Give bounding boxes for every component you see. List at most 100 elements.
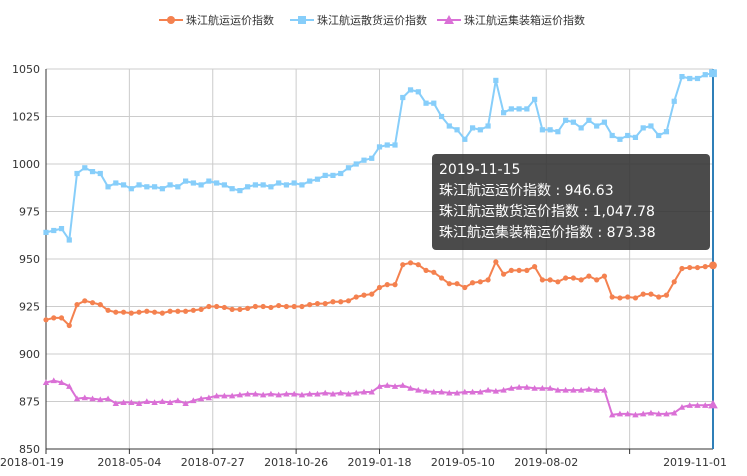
legend-item-bulk[interactable]: 珠江航运散货运价指数: [290, 13, 427, 27]
data-point: [477, 388, 484, 395]
data-point: [694, 402, 701, 408]
data-point: [625, 294, 631, 300]
data-point: [407, 385, 414, 391]
data-point: [42, 379, 50, 386]
legend-item-container[interactable]: 珠江航运集装箱运价指数: [437, 13, 585, 27]
data-point: [74, 302, 80, 308]
data-point: [484, 386, 492, 393]
data-point: [431, 269, 437, 275]
data-point: [640, 291, 646, 297]
data-point: [632, 411, 639, 418]
data-point: [702, 402, 709, 408]
legend[interactable]: 珠江航运运价指数 珠江航运散货运价指数 珠江航运集装箱运价指数: [159, 13, 585, 27]
data-point: [485, 277, 491, 283]
data-point: [555, 129, 561, 135]
data-point: [508, 267, 514, 273]
data-point: [307, 178, 313, 184]
data-point: [245, 305, 251, 311]
data-point: [66, 322, 72, 329]
data-point: [609, 294, 615, 300]
data-point: [524, 106, 530, 112]
data-point: [183, 178, 189, 184]
data-point: [43, 317, 49, 323]
y-tick-label: 925: [19, 301, 40, 314]
data-point: [461, 388, 469, 395]
data-point: [338, 299, 344, 305]
x-tick-label: 2018-10-26: [264, 456, 328, 469]
data-point: [555, 279, 561, 285]
data-point: [259, 391, 267, 398]
data-point: [252, 182, 259, 188]
data-point: [221, 392, 228, 399]
data-point: [159, 310, 165, 316]
series-group-1: [43, 69, 717, 243]
data-point: [299, 182, 305, 188]
data-point: [244, 390, 251, 397]
tooltip-row-freight: 珠江航运运价指数 : 946.63: [439, 183, 614, 199]
data-point: [656, 294, 662, 300]
data-point: [74, 170, 80, 177]
data-point: [547, 277, 553, 283]
data-point: [423, 100, 429, 106]
data-point: [477, 127, 483, 133]
data-point: [330, 172, 336, 178]
data-point: [601, 386, 608, 393]
tooltip-row-container: 珠江航运集装箱运价指数 : 873.38: [439, 225, 656, 241]
data-point: [136, 309, 142, 315]
data-point: [539, 127, 545, 133]
x-tick-label: 2019-05-10: [431, 456, 495, 469]
data-point: [66, 383, 73, 389]
data-point: [539, 385, 546, 391]
data-point: [593, 386, 600, 393]
data-point: [702, 264, 708, 270]
data-point: [198, 306, 204, 312]
data-point: [508, 106, 514, 112]
data-point: [547, 127, 553, 133]
data-point: [648, 123, 654, 129]
data-point: [329, 390, 337, 397]
data-point: [539, 277, 545, 283]
data-point: [58, 315, 65, 321]
data-point: [407, 87, 414, 93]
data-point: [469, 388, 476, 395]
data-point: [290, 390, 298, 397]
data-point: [477, 279, 483, 285]
data-point: [205, 394, 213, 401]
legend-item-freight[interactable]: 珠江航运运价指数: [159, 13, 274, 27]
data-point: [260, 303, 266, 310]
data-point: [120, 399, 127, 406]
data-point: [82, 298, 88, 304]
data-point: [446, 281, 452, 287]
y-tick-label: 975: [19, 206, 40, 219]
data-point: [221, 182, 227, 188]
data-point: [58, 226, 65, 232]
data-point: [586, 117, 592, 123]
data-point: [105, 307, 111, 313]
data-point: [415, 89, 421, 95]
data-point: [252, 303, 259, 310]
tooltip: 2019-11-15 珠江航运运价指数 : 946.63 珠江航运散货运价指数 …: [432, 154, 710, 250]
data-point: [554, 386, 562, 393]
data-point: [446, 123, 452, 129]
data-point: [167, 182, 173, 188]
data-point: [197, 395, 205, 402]
data-point: [89, 395, 96, 402]
data-point: [508, 385, 515, 391]
data-point: [252, 390, 259, 397]
y-tick-label: 950: [19, 253, 40, 266]
x-tick-label: 2019-01-18: [348, 456, 412, 469]
tooltip-row-bulk: 珠江航运散货运价指数 : 1,047.78: [439, 204, 655, 220]
data-point: [546, 385, 554, 391]
data-point: [97, 396, 104, 403]
data-point: [609, 132, 615, 139]
data-point: [151, 309, 158, 315]
data-point: [105, 184, 111, 190]
data-point: [89, 169, 96, 175]
data-point: [190, 397, 197, 404]
data-point: [337, 389, 344, 396]
data-point: [291, 303, 297, 310]
data-point: [73, 395, 81, 402]
data-point: [376, 284, 383, 291]
data-point: [206, 303, 212, 310]
legend-label-container: 珠江航运集装箱运价指数: [464, 13, 585, 27]
